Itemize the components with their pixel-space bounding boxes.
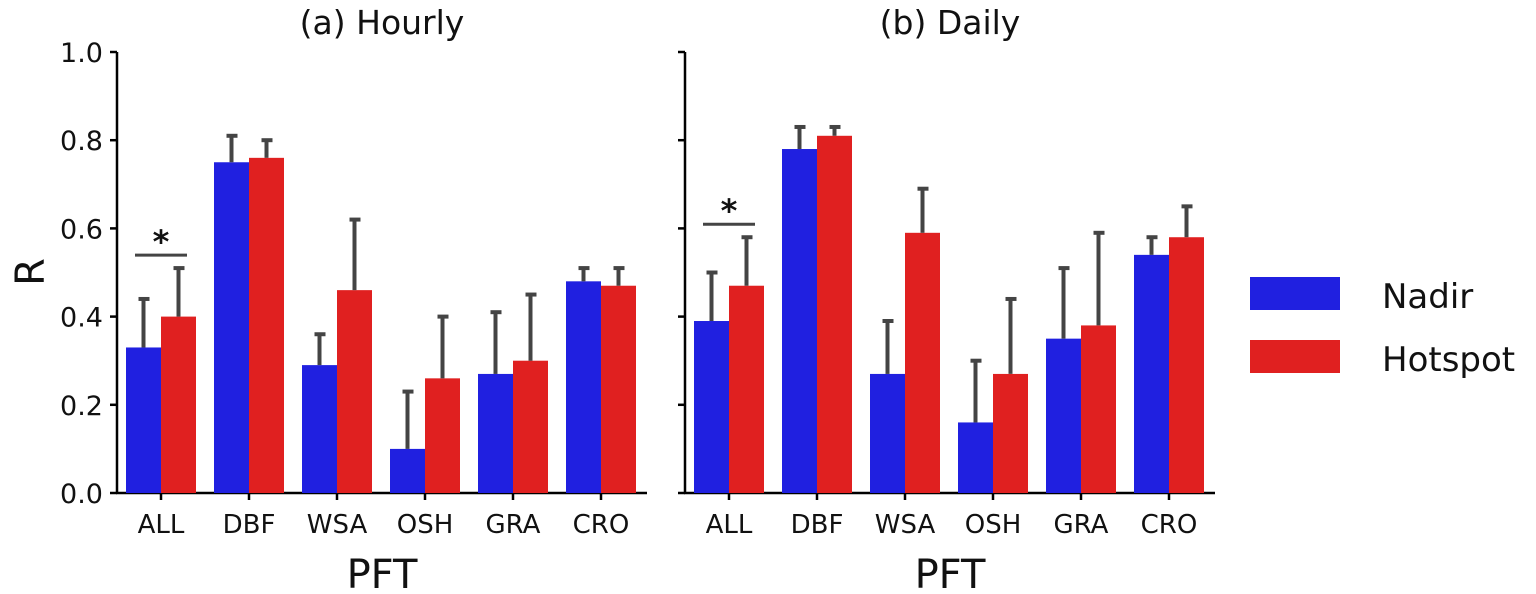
chart-title: (b) Daily (880, 3, 1021, 42)
bar-nadir-cro (566, 281, 601, 493)
chart-title: (a) Hourly (300, 3, 465, 42)
x-tick-label: GRA (1054, 510, 1109, 540)
significance-marker: * (153, 223, 170, 261)
bar-hotspot-dbf (817, 135, 852, 494)
bar-hotspot-osh (425, 378, 460, 493)
y-tick-label: 0.4 (60, 303, 103, 334)
bar-hotspot-cro (601, 285, 636, 493)
y-tick-label: 0.0 (60, 479, 103, 510)
x-tick-label: ALL (138, 510, 185, 540)
y-axis-title: R (8, 258, 54, 286)
bar-nadir-dbf (214, 162, 249, 493)
bar-hotspot-dbf (249, 157, 284, 493)
bar-hotspot-all (161, 316, 196, 493)
x-tick-label: OSH (397, 510, 454, 540)
x-tick-label: ALL (706, 510, 753, 540)
bar-hotspot-gra (1081, 325, 1116, 493)
y-tick-label: 0.8 (60, 126, 103, 157)
x-axis-title: PFT (915, 552, 986, 594)
bar-nadir-gra (478, 373, 513, 493)
significance-marker: * (721, 192, 738, 230)
legend-label-hotspot: Hotspot (1382, 340, 1515, 380)
legend-label-nadir: Nadir (1382, 277, 1473, 317)
x-tick-label: GRA (486, 510, 541, 540)
bar-hotspot-all (729, 285, 764, 493)
bar-hotspot-gra (513, 360, 548, 493)
legend-swatch-nadir (1250, 277, 1340, 310)
bar-hotspot-wsa (905, 232, 940, 493)
bar-hotspot-wsa (337, 290, 372, 493)
y-tick-label: 1.0 (60, 38, 103, 69)
legend: Nadir Hotspot (1250, 277, 1515, 380)
y-tick-label: 0.2 (60, 391, 103, 422)
legend-swatch-hotspot (1250, 340, 1340, 373)
x-axis-title: PFT (347, 552, 418, 594)
bar-hotspot-cro (1169, 237, 1204, 493)
bar-nadir-osh (958, 422, 993, 493)
bar-nadir-all (126, 347, 161, 493)
x-tick-label: CRO (573, 510, 630, 540)
bar-hotspot-osh (993, 373, 1028, 493)
x-tick-label: WSA (875, 510, 936, 540)
bar-nadir-cro (1134, 254, 1169, 493)
bar-nadir-all (694, 321, 729, 493)
bar-nadir-wsa (302, 365, 337, 493)
bar-nadir-osh (390, 448, 425, 493)
bar-nadir-gra (1046, 338, 1081, 493)
x-tick-label: OSH (965, 510, 1022, 540)
x-tick-label: WSA (307, 510, 368, 540)
x-tick-label: CRO (1141, 510, 1198, 540)
x-tick-label: DBF (223, 510, 276, 540)
y-tick-label: 0.6 (60, 214, 103, 245)
x-tick-label: DBF (791, 510, 844, 540)
bar-nadir-wsa (870, 373, 905, 493)
bar-nadir-dbf (782, 149, 817, 493)
